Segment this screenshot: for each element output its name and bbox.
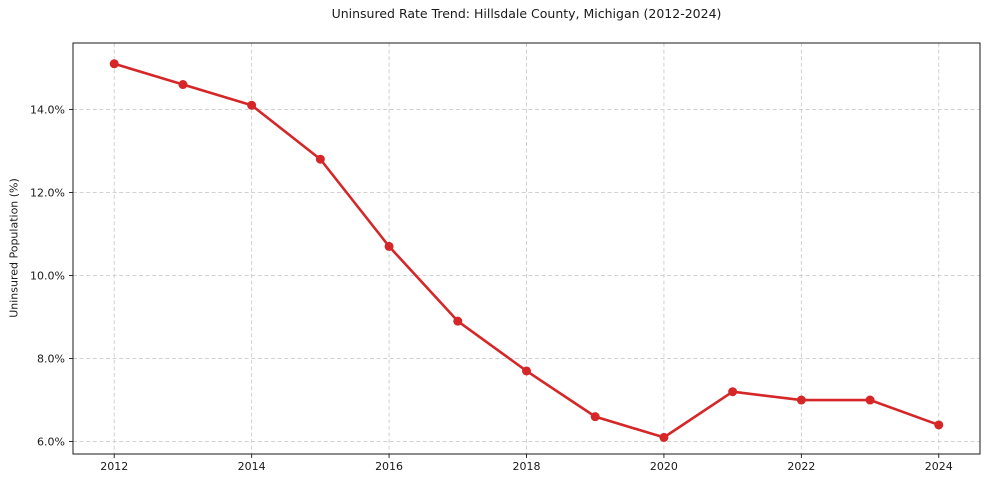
x-tick-label: 2020 <box>650 460 678 473</box>
y-tick-label: 6.0% <box>37 436 65 449</box>
x-tick-label: 2018 <box>513 460 541 473</box>
data-point <box>796 395 806 405</box>
data-point <box>934 420 944 430</box>
data-point <box>315 154 325 164</box>
data-point <box>522 366 531 376</box>
x-tick-label: 2014 <box>238 460 266 473</box>
x-tick-label: 2022 <box>787 460 815 473</box>
y-tick-label: 10.0% <box>30 269 65 282</box>
data-point <box>247 100 257 110</box>
data-point <box>590 412 600 422</box>
data-point <box>453 316 463 326</box>
data-point <box>178 80 188 90</box>
y-tick-label: 14.0% <box>30 103 65 116</box>
x-tick-label: 2024 <box>925 460 953 473</box>
x-tick-label: 2016 <box>375 460 403 473</box>
y-tick-label: 12.0% <box>30 186 65 199</box>
chart-title: Uninsured Rate Trend: Hillsdale County, … <box>331 6 722 21</box>
data-point <box>659 432 669 442</box>
data-point <box>728 387 738 397</box>
data-point <box>109 59 119 69</box>
data-point <box>865 395 875 405</box>
data-point <box>384 241 394 251</box>
y-tick-label: 8.0% <box>37 353 65 366</box>
x-tick-label: 2012 <box>100 460 128 473</box>
